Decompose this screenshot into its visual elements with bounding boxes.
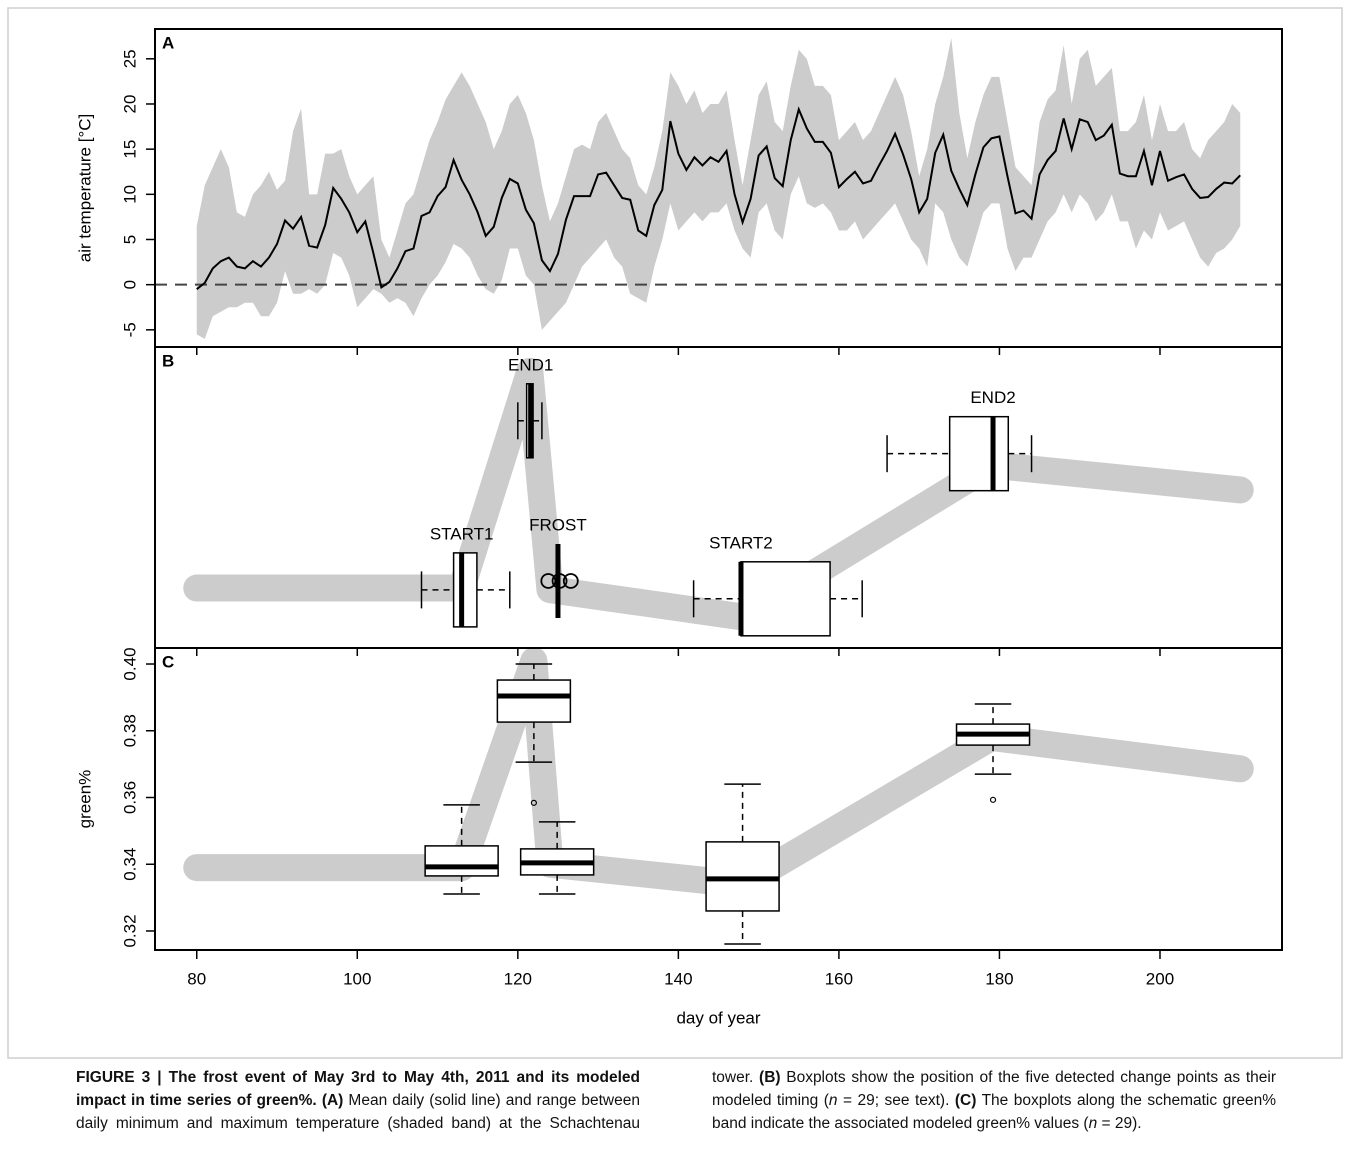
panel: 0.32 0.34 0.36 0.38 0.40 green% 80 100 120 140 160…	[75, 647, 1283, 1027]
caption: FIGURE 3 | The frost event of May 3rd to…	[76, 1066, 1276, 1135]
outlier	[562, 573, 579, 589]
figure-frame	[7, 7, 1343, 1059]
box	[452, 552, 478, 628]
y-tick-label: 20	[120, 95, 139, 114]
y-tick-label: 25	[120, 49, 139, 68]
box-label: END2	[970, 388, 1015, 407]
panel-label: B	[162, 351, 174, 370]
caption-text: (B)	[759, 1069, 781, 1086]
x-tick-label: 120	[504, 969, 532, 988]
y-axis-label: green%	[75, 770, 94, 829]
caption-text: n	[1088, 1115, 1098, 1132]
box-label: FROST	[529, 515, 587, 534]
panel-label: C	[162, 652, 174, 671]
caption-text: = 29; see text).	[837, 1092, 955, 1109]
y-tick-label: 0.36	[120, 781, 139, 814]
box-label: START2	[709, 533, 773, 552]
y-tick-label: 0.32	[120, 914, 139, 947]
panel: -5 0 5 10 15 20 25 air temperature [°C] A	[75, 28, 1283, 348]
caption-text: n	[828, 1092, 838, 1109]
schematic-band	[183, 357, 1254, 631]
y-tick-label: 0	[120, 280, 139, 289]
caption-text: Mean daily (solid line) and range betwee…	[76, 1069, 760, 1132]
box	[496, 679, 572, 723]
box-label: END1	[508, 355, 553, 374]
panel: START1 END1 FROST START2 END2 B	[154, 346, 1283, 649]
x-tick-label: 140	[664, 969, 692, 988]
y-tick-label: 0.38	[120, 714, 139, 747]
figure: -5 0 5 10 15 20 25 air temperature [°C] A START1 E…	[7, 7, 1343, 1059]
y-tick-label: 10	[120, 185, 139, 204]
y-tick-label: 0.40	[120, 647, 139, 680]
outlier	[551, 573, 568, 589]
caption-text: (A)	[321, 1092, 344, 1109]
outlier	[989, 796, 997, 803]
box	[424, 845, 499, 877]
y-tick-label: 15	[120, 140, 139, 159]
caption-text: (C)	[954, 1092, 977, 1109]
box-label: START1	[430, 524, 494, 543]
box	[740, 561, 831, 637]
caption-text: Boxplots show the position of the five d…	[712, 1069, 1276, 1109]
box	[705, 841, 780, 912]
x-tick-label: 100	[343, 969, 371, 988]
x-tick-label: 180	[985, 969, 1013, 988]
temperature-range	[196, 38, 1241, 339]
y-tick-label: 0.34	[120, 848, 139, 881]
x-tick-label: 80	[187, 969, 206, 988]
y-tick-label: 5	[120, 235, 139, 244]
outlier	[540, 573, 557, 589]
panel-frame	[154, 647, 1283, 951]
caption-text: FIGURE 3 | The frost event of May 3rd to…	[76, 1069, 640, 1109]
box	[948, 415, 1010, 492]
x-tick-label: 160	[825, 969, 853, 988]
y-axis-label: air temperature [°C]	[75, 114, 94, 263]
panel-label: A	[162, 33, 174, 52]
caption-text: = 29).	[1097, 1115, 1142, 1132]
outlier	[530, 799, 537, 806]
mean-temperature-line	[196, 106, 1241, 290]
x-axis-label: day of year	[676, 1008, 760, 1027]
y-tick-label: -5	[120, 322, 139, 337]
x-tick-label: 200	[1146, 969, 1174, 988]
caption-text: The boxplots along the schematic green% …	[712, 1092, 1277, 1132]
